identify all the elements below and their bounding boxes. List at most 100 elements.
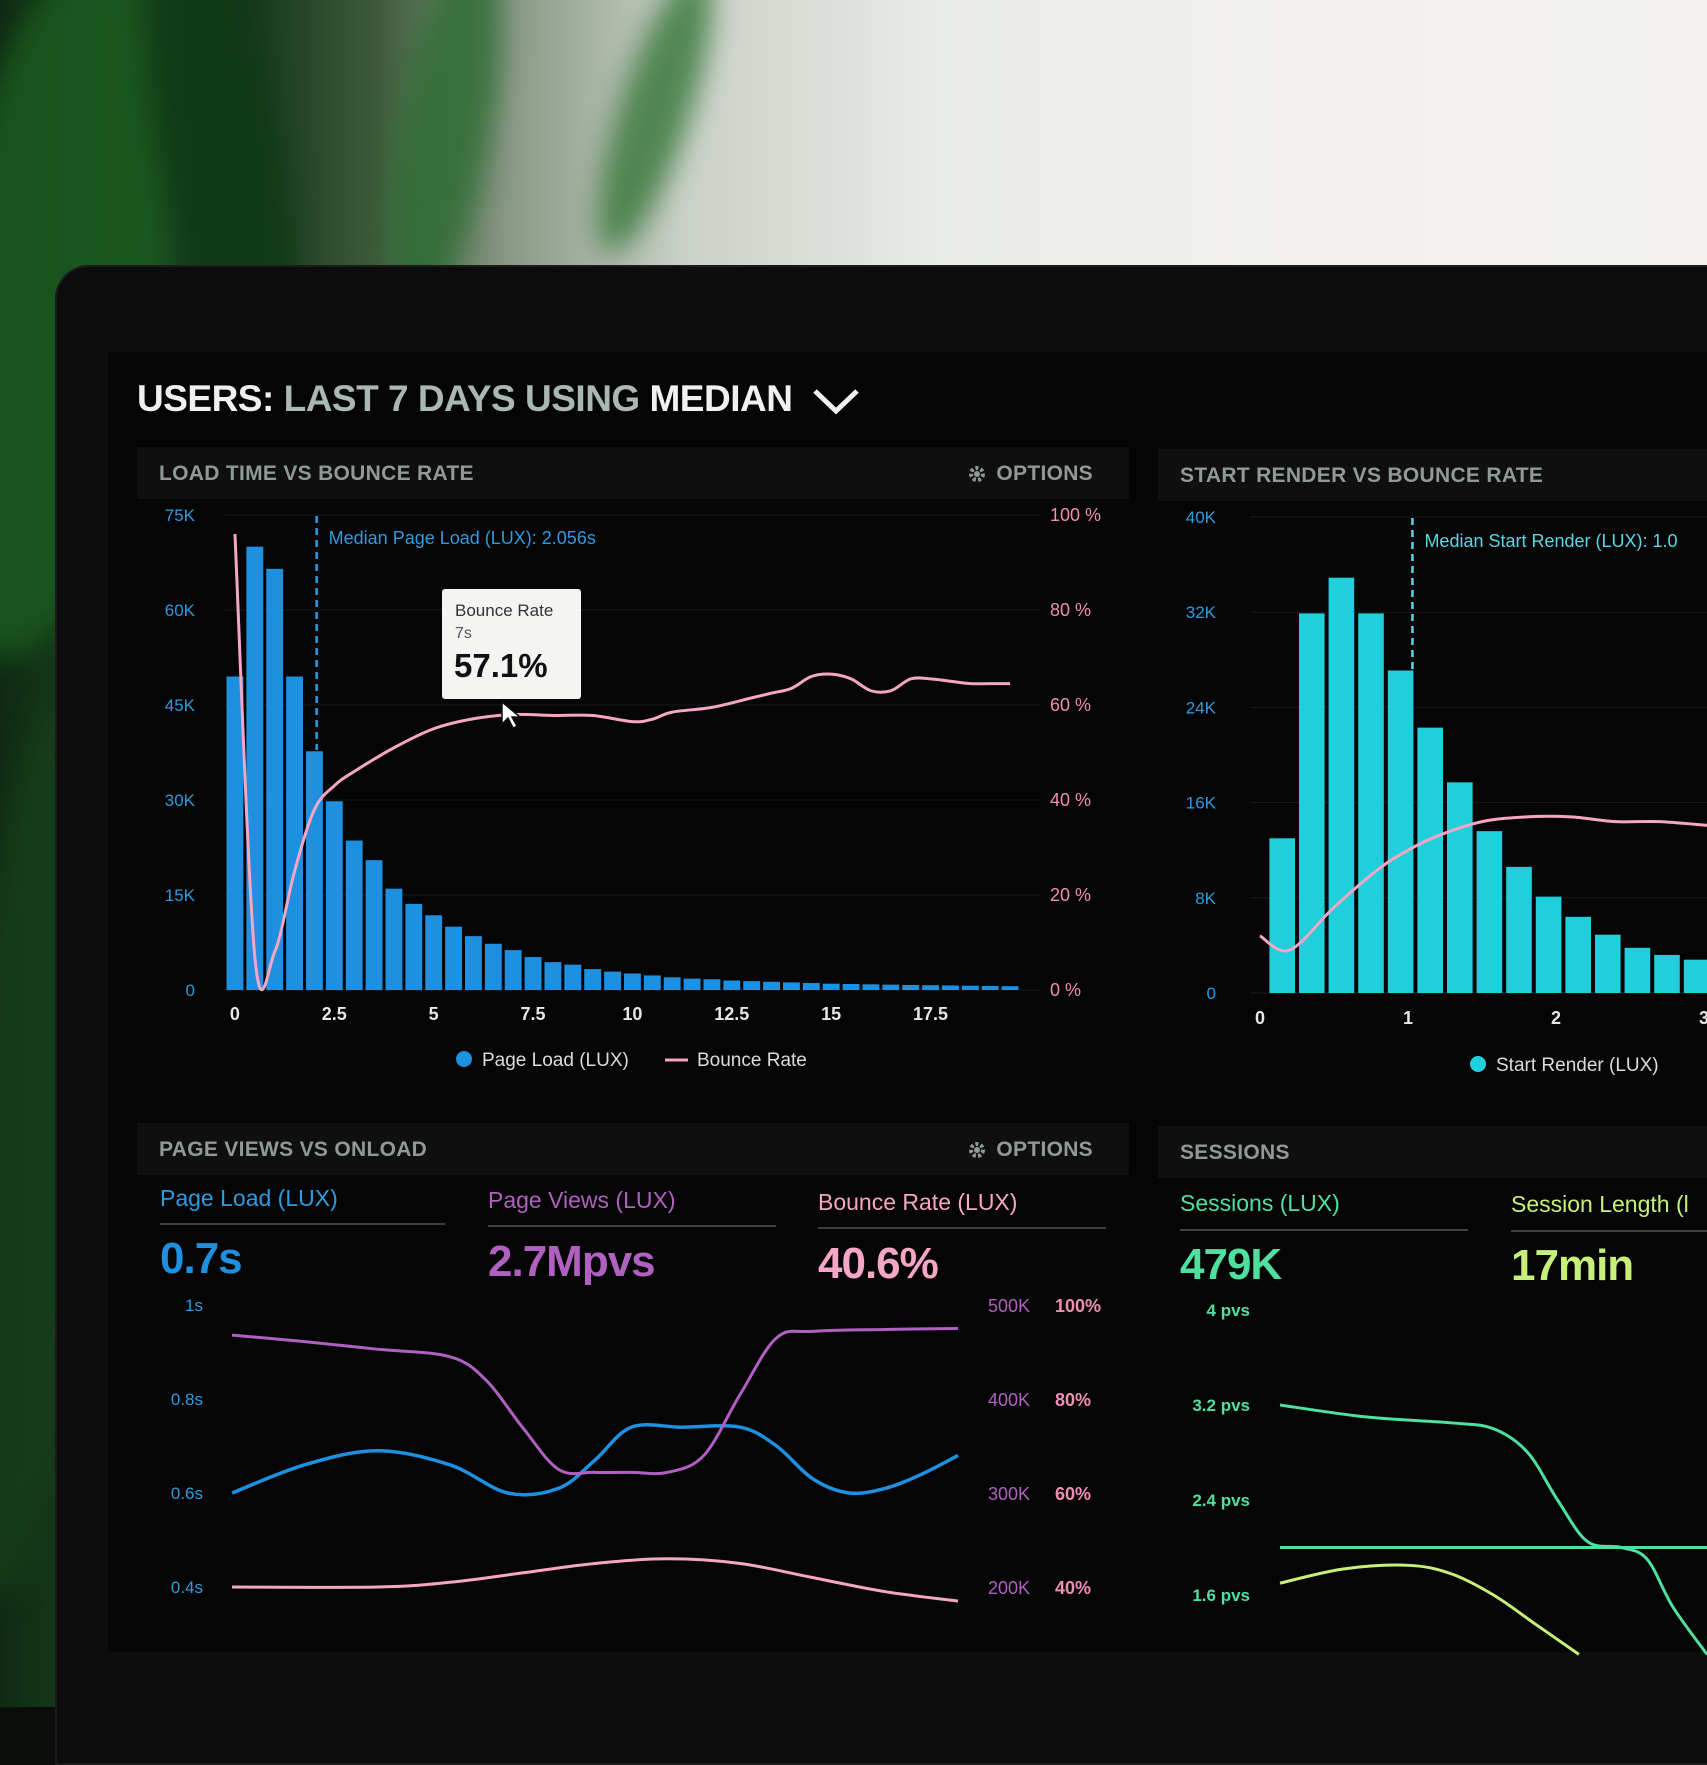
- views-vs-onload-chart: 0.4s 0.6s 0.8s 1s 200K 300K 400K 500K 40% 60% 80% 1…: [171, 1296, 1101, 1603]
- y-tick-label: 32K: [1186, 603, 1217, 622]
- dashboard-screen: [108, 352, 1707, 1652]
- y-tick-label: 16K: [1186, 794, 1217, 813]
- legend-label: Page Load (LUX): [482, 1050, 629, 1071]
- bar: [822, 983, 840, 990]
- bar: [1683, 959, 1707, 993]
- metric-sessions-label: Sessions (LUX): [1180, 1190, 1340, 1216]
- bar: [1565, 916, 1591, 993]
- bar: [882, 984, 900, 990]
- x-tick-label: 1: [1403, 1008, 1413, 1028]
- tooltip-x: 7s: [455, 625, 472, 642]
- bar: [445, 926, 462, 990]
- bounce-rate-line: [231, 1557, 959, 1603]
- panel-title: SESSIONS: [1180, 1141, 1290, 1164]
- x-tick-label: 0: [1255, 1008, 1265, 1028]
- bar: [484, 943, 502, 990]
- y-tick-label: 75K: [165, 506, 196, 525]
- metric-page-load-label: Page Load (LUX): [160, 1185, 338, 1211]
- metric-session-length-label: Session Length (l: [1511, 1191, 1689, 1217]
- y2-tick-label: 200K: [988, 1578, 1030, 1598]
- bar: [306, 751, 323, 990]
- divider: [488, 1225, 776, 1227]
- metric-bounce-rate-value: 40.6%: [818, 1239, 939, 1288]
- bar: [723, 980, 741, 990]
- y-tick-label: 0: [186, 981, 195, 1000]
- x-tick-label: 12.5: [714, 1004, 749, 1024]
- x-tick-label: 2.5: [322, 1004, 347, 1024]
- y-tick-label: 0.8s: [171, 1390, 203, 1409]
- bar: [365, 860, 383, 990]
- session-length-line: [1279, 1563, 1580, 1656]
- bar: [1447, 782, 1473, 993]
- dashboard-title[interactable]: USERS: LAST 7 DAYS USING MEDIAN: [137, 378, 860, 420]
- bar: [1387, 670, 1414, 993]
- bar: [544, 962, 562, 990]
- bar: [385, 888, 403, 990]
- legend-marker: [456, 1051, 472, 1067]
- y-tick-label: 15K: [165, 886, 196, 905]
- render-vs-bounce-chart: 0 8K 16K 24K 32K 40K 0 1 2 3 Median Start Render (…: [1186, 508, 1707, 1076]
- bar: [345, 840, 363, 990]
- y-tick-label: 30K: [165, 791, 196, 810]
- method-label: MEDIAN: [649, 378, 793, 419]
- bar: [266, 568, 284, 990]
- chevron-down-icon[interactable]: [812, 386, 860, 416]
- bar: [564, 964, 582, 990]
- y2-tick-label: 60 %: [1050, 695, 1091, 715]
- bar: [981, 985, 999, 990]
- bar: [325, 801, 343, 990]
- metric-page-load-value: 0.7s: [160, 1234, 243, 1283]
- y3-tick-label: 40%: [1055, 1578, 1091, 1598]
- options-button[interactable]: OPTIONS: [967, 462, 1093, 486]
- y-tick-label: 24K: [1186, 698, 1217, 717]
- panel-title: LOAD TIME VS BOUNCE RATE: [159, 462, 474, 485]
- x-tick-label: 7.5: [521, 1004, 546, 1024]
- users-label: USERS:: [137, 378, 274, 419]
- x-tick-label: 2: [1551, 1008, 1561, 1028]
- y-tick-label: 0.4s: [171, 1578, 203, 1597]
- bar: [922, 985, 939, 990]
- y-tick-label: 2.4 pvs: [1192, 1491, 1250, 1510]
- bar: [1506, 866, 1532, 993]
- bar: [524, 957, 542, 990]
- y3-tick-label: 100%: [1055, 1296, 1101, 1316]
- bounce-rate-line: [233, 533, 1011, 992]
- using-label: USING: [525, 378, 640, 419]
- panel-header-views-vs-onload: PAGE VIEWS VS ONLOAD OPTIONS: [137, 1123, 1129, 1175]
- y2-tick-label: 40 %: [1050, 790, 1091, 810]
- bar: [1328, 577, 1355, 993]
- bar: [1624, 947, 1651, 993]
- bar: [1654, 954, 1680, 993]
- x-tick-label: 10: [622, 1004, 642, 1024]
- options-label: OPTIONS: [996, 462, 1093, 485]
- bar: [663, 977, 681, 990]
- divider: [1180, 1229, 1468, 1231]
- median-annotation: Median Start Render (LUX): 1.0: [1424, 531, 1677, 551]
- panel-header-render-vs-bounce: START RENDER VS BOUNCE RATE: [1158, 449, 1707, 501]
- page-load-line: [231, 1423, 959, 1497]
- tooltip-series: Bounce Rate: [455, 601, 554, 620]
- bounce-rate-tooltip: Bounce Rate 7s 57.1%: [442, 589, 581, 699]
- metric-page-views-value: 2.7Mpvs: [488, 1237, 656, 1286]
- metric-page-views-label: Page Views (LUX): [488, 1187, 676, 1213]
- bar: [743, 981, 761, 990]
- bar: [584, 969, 602, 990]
- bar: [226, 676, 244, 990]
- bar: [405, 903, 423, 990]
- y-tick-label: 40K: [1186, 508, 1217, 527]
- y2-tick-label: 100 %: [1050, 505, 1101, 525]
- bar: [1269, 838, 1295, 993]
- options-button[interactable]: OPTIONS: [967, 1138, 1093, 1162]
- bar: [1535, 896, 1562, 993]
- divider: [160, 1223, 445, 1225]
- period-label: LAST 7 DAYS: [283, 378, 516, 419]
- x-tick-label: 3: [1699, 1008, 1707, 1028]
- bar: [286, 676, 303, 990]
- y2-tick-label: 20 %: [1050, 885, 1091, 905]
- sessions-line: [1279, 1403, 1707, 1656]
- bar: [942, 985, 959, 990]
- mouse-cursor-icon: [501, 700, 523, 730]
- load-vs-bounce-chart: 0 15K 30K 45K 60K 75K 0 % 20 % 40 % 60 % 80 % 100 %…: [165, 505, 1101, 1071]
- bar: [862, 984, 880, 990]
- bar: [703, 979, 721, 990]
